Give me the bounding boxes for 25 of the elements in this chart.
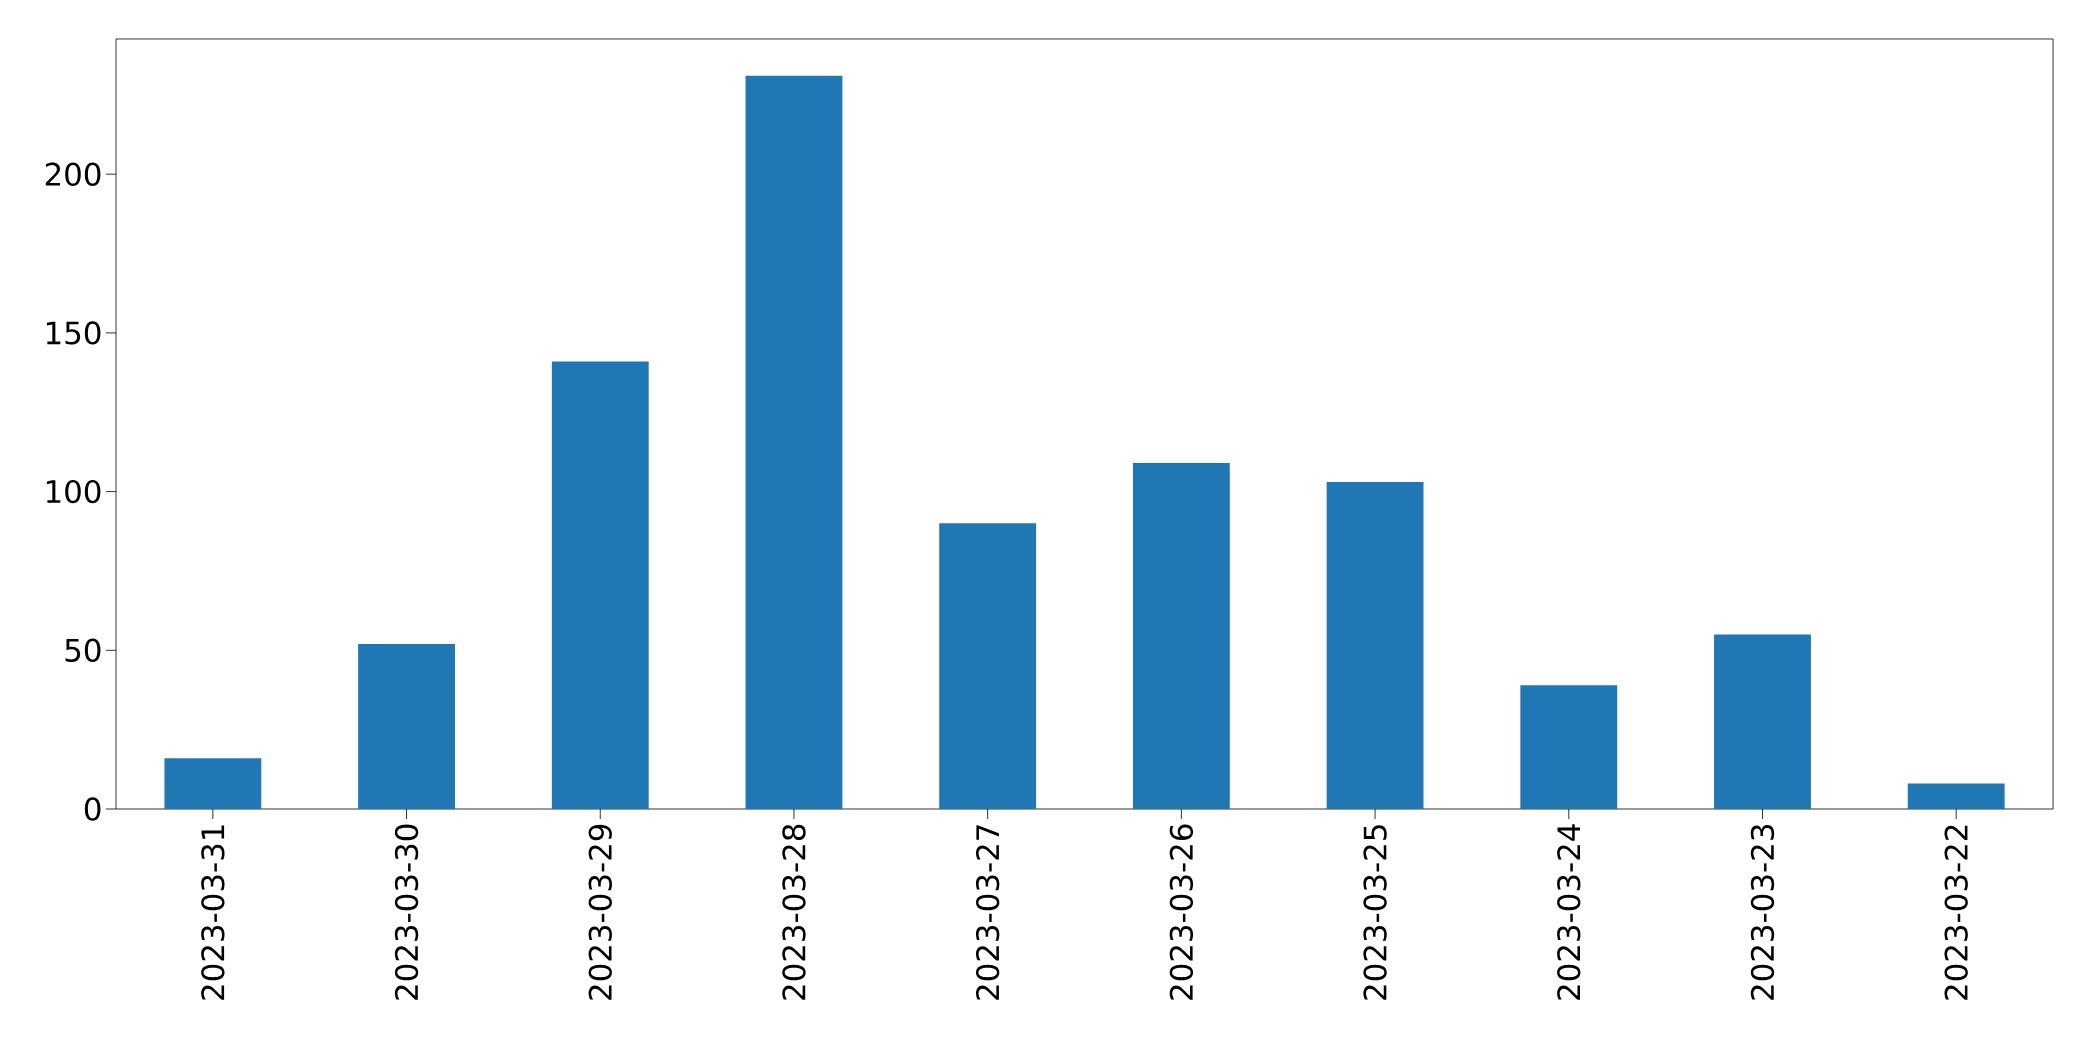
x-tick-label: 2023-03-28 — [782, 824, 806, 1000]
y-tick-label: 0 — [84, 797, 101, 821]
y-tick-label: 200 — [45, 162, 101, 186]
x-tick-label: 2023-03-23 — [1750, 825, 1775, 1000]
x-tick-label: 2023-03-31 — [201, 825, 225, 1000]
bar — [745, 75, 843, 809]
bar — [1520, 685, 1618, 809]
bar — [1132, 463, 1230, 809]
x-tick-label: 2023-03-30 — [394, 824, 419, 1000]
bar — [939, 523, 1037, 809]
bar — [164, 758, 262, 809]
y-tick-label: 150 — [46, 321, 101, 345]
y-tick-label: 100 — [46, 479, 101, 504]
x-tick-label: 2023-03-27 — [975, 825, 1000, 1000]
bar — [1326, 482, 1424, 809]
bar — [1907, 783, 2005, 809]
bar — [551, 361, 649, 809]
x-tick-label: 2023-03-22 — [1944, 825, 1968, 1000]
x-tick-label: 2023-03-24 — [1557, 824, 1581, 1000]
bar — [1714, 634, 1811, 809]
x-tick-label: 2023-03-29 — [588, 824, 612, 1000]
x-tick-label: 2023-03-26 — [1169, 824, 1194, 1000]
bar — [358, 643, 455, 809]
y-tick-label: 50 — [65, 638, 101, 662]
x-tick-label: 2023-03-25 — [1363, 825, 1387, 1000]
